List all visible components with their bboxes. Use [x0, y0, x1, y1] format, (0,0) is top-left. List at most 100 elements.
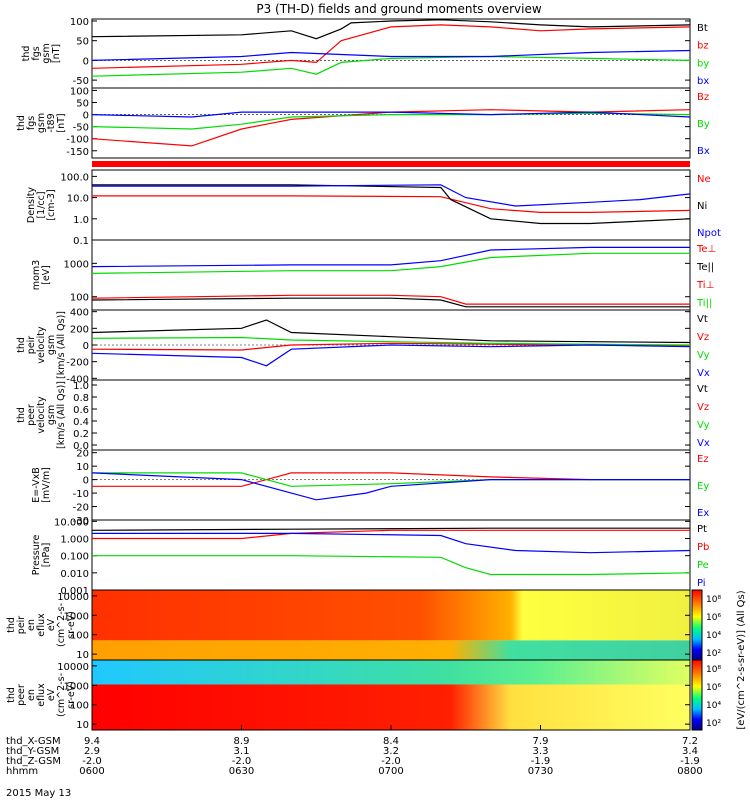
y-tick-label: 100.0	[60, 172, 89, 183]
y-tick-label: -20	[73, 503, 89, 514]
y-axis-label-line: eflux	[36, 683, 47, 707]
y-tick-label: -10	[73, 489, 89, 500]
legend-Bz: Bz	[697, 92, 709, 103]
series-Ex	[91, 472, 690, 501]
x-tick-label: 3.4	[682, 746, 698, 757]
y-tick-label: 0.001	[60, 586, 89, 597]
chart-title: P3 (TH-D) fields and ground moments over…	[256, 2, 541, 16]
y-tick-label: 0.1	[73, 236, 89, 247]
y-axis-label-line: [nT]	[51, 44, 62, 63]
y-tick-label: -50	[73, 76, 89, 87]
y-axis-label-line: peer	[16, 684, 27, 706]
y-tick-label: 50	[76, 37, 89, 48]
y-tick-label: 0	[83, 56, 89, 67]
series-Npot	[92, 184, 691, 207]
colorbar-tick: 10⁶	[706, 683, 721, 693]
y-axis-label-line: en	[26, 619, 37, 631]
y-tick-label: 50	[76, 98, 89, 109]
x-row-label: thd_X-GSM	[6, 736, 61, 747]
y-axis-label-line: [nPa]	[41, 543, 52, 568]
x-row-label: hhmm	[6, 766, 38, 777]
x-row-label: thd_Y-GSM	[6, 746, 59, 757]
colorbar	[691, 589, 703, 661]
y-tick-label: -150	[66, 147, 89, 158]
y-axis-label-line: mom3	[31, 260, 42, 290]
y-axis-label-line: [mV/m]	[41, 467, 52, 503]
series-Te⊥	[91, 294, 690, 305]
y-axis-label: thd fgs gsm [nT]	[21, 43, 62, 63]
legend-Te⊥: Te⊥	[696, 244, 716, 255]
series-bz	[91, 24, 691, 69]
panel-frame	[91, 169, 691, 241]
y-tick-label: -400	[66, 374, 89, 385]
y-axis-label-line: en	[26, 689, 37, 701]
mode-bar	[92, 161, 690, 167]
legend-Te||: Te||	[696, 262, 714, 273]
x-row-label: thd_Z-GSM	[6, 756, 61, 767]
y-tick-label: 1.0	[73, 215, 89, 226]
series-Bt	[91, 19, 691, 40]
y-axis-label-line: peir	[26, 336, 37, 355]
y-tick-label: 1000	[64, 259, 89, 270]
x-tick-label: 0630	[229, 766, 254, 777]
y-tick-label: 0.100	[60, 552, 89, 563]
y-tick-label: 0.4	[73, 417, 89, 428]
y-tick-label: 10.0	[67, 194, 89, 205]
y-axis-label: Density [1/cc] [cm-3]	[26, 187, 57, 223]
y-axis-label-line: gsm	[36, 113, 47, 133]
y-axis-label-line: fgs	[26, 116, 37, 130]
colorbar-tick: 10⁸	[706, 595, 721, 605]
y-axis-label-line: [eV]	[41, 265, 52, 285]
legend-Ni: Ni	[697, 201, 707, 212]
y-tick-label: 400	[70, 308, 89, 319]
y-axis-label-line: Density	[26, 187, 37, 223]
colorbar-tick: 10⁴	[706, 701, 721, 711]
x-tick-label: 3.3	[533, 746, 549, 757]
colorbar-tick: 10⁶	[706, 613, 721, 623]
legend-Vy: Vy	[697, 350, 710, 361]
y-axis-label-line: [nT]	[56, 113, 67, 132]
y-axis-label-line: gsm	[46, 335, 57, 355]
y-tick-label: 100	[70, 293, 89, 304]
y-axis-label-line: [cm-3]	[46, 189, 57, 220]
legend-Bx: Bx	[697, 146, 710, 157]
x-tick-label: 8.4	[383, 736, 399, 747]
y-axis-label: thd fgs gsm -t89 [nT]	[16, 113, 67, 133]
series-Ti⊥	[91, 246, 690, 268]
legend-Pe: Pe	[697, 560, 709, 571]
panel-ion-spectrogram: 10⁸ 10⁶ 10⁴ 10² 10000 1000 100 10 thd peir en eflux…	[6, 589, 721, 661]
y-axis-label-line: eV	[46, 688, 57, 701]
y-tick-label: 0	[83, 111, 89, 122]
y-tick-label: 10	[76, 720, 89, 731]
x-tick-label: 3.1	[234, 746, 250, 757]
x-tick-label: 7.2	[682, 736, 698, 747]
legend-by: by	[697, 58, 709, 69]
y-axis-label-line: -t89	[46, 113, 57, 132]
y-axis-label-line: gsm	[41, 43, 52, 63]
series-Bx	[91, 111, 691, 118]
y-axis-label-line: [1/cc]	[36, 191, 47, 218]
y-tick-label: 0.010	[60, 569, 89, 580]
electron-flux-band-high	[92, 660, 690, 685]
x-tick-label: 9.4	[84, 736, 100, 747]
y-tick-label: -30	[73, 516, 89, 527]
y-tick-label: -100	[66, 135, 89, 146]
series-bx	[91, 49, 691, 61]
y-tick-label: 100	[70, 17, 89, 28]
y-axis-label: Pressure [nPa]	[31, 535, 52, 576]
y-tick-label: 10000	[57, 592, 89, 603]
y-tick-label: 0	[83, 476, 89, 487]
legend-Vy: Vy	[697, 420, 710, 431]
series-By	[91, 112, 691, 130]
y-axis-label-line: peir	[16, 616, 27, 635]
series-Pe	[92, 555, 691, 576]
x-tick-label: 8.9	[234, 736, 250, 747]
date-label: 2015 May 13	[6, 788, 71, 799]
ion-flux-band-high	[92, 590, 690, 641]
legend-Ey: Ey	[697, 481, 709, 492]
panel-frame	[91, 379, 691, 451]
legend-Vx: Vx	[697, 368, 710, 379]
